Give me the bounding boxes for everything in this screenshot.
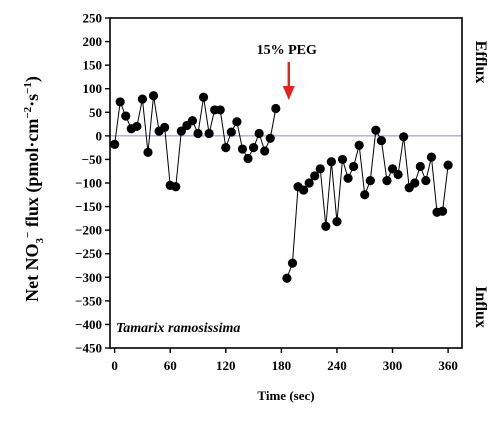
data-point: [282, 273, 292, 283]
x-tick-label: 120: [216, 358, 236, 373]
influx-label: Influx: [472, 286, 489, 328]
y-tick-label: 100: [83, 81, 103, 96]
data-point: [187, 116, 198, 126]
y-tick-label: −250: [75, 246, 102, 261]
data-point: [321, 221, 331, 231]
y-title-superscript: −: [22, 232, 34, 238]
data-point: [221, 143, 231, 153]
y-ticks: 250 200 150 100 50 0 −50 −100 −150 −200 −250 −300 −3…: [75, 11, 110, 356]
data-point: [171, 182, 181, 192]
y-title-subscript: 3: [34, 237, 46, 243]
data-point: [110, 139, 120, 149]
y-tick-label: 250: [83, 11, 103, 26]
y-tick-label: −400: [75, 317, 102, 332]
y-tick-label: −200: [75, 223, 102, 238]
y-axis-title: Net NO3− flux (pmol·cm−2·s−1): [22, 76, 46, 302]
y-title-superscript: −2: [22, 106, 34, 118]
species-label: Tamarix ramosissima: [116, 321, 240, 336]
x-ticks: 0 60 120 180 240 300 360: [111, 348, 458, 373]
x-tick-label: 300: [383, 358, 403, 373]
data-point: [176, 126, 186, 136]
data-point: [365, 176, 375, 186]
x-tick-label: 360: [438, 358, 458, 373]
series-layer: [110, 91, 453, 283]
x-tick-label: 60: [164, 358, 177, 373]
plot-frame: [109, 17, 463, 349]
data-point: [160, 122, 170, 132]
data-point: [287, 258, 298, 268]
data-point: [354, 140, 364, 150]
data-point: [265, 133, 275, 143]
y-title-part: ): [22, 76, 43, 82]
data-point: [254, 128, 264, 139]
data-point: [304, 178, 314, 188]
data-point: [271, 103, 281, 114]
data-point: [382, 176, 392, 186]
data-point: [299, 185, 309, 195]
peg-arrow-head: [282, 86, 295, 100]
data-point: [226, 127, 236, 137]
data-point: [421, 176, 431, 186]
y-tick-label: −300: [75, 270, 102, 285]
data-point: [132, 121, 142, 132]
data-point: [443, 160, 453, 170]
data-point: [410, 178, 420, 188]
series-line-2: [286, 128, 449, 279]
data-point: [399, 132, 409, 142]
data-point: [248, 143, 259, 153]
data-point: [326, 157, 336, 167]
y-title-part: Net NO: [22, 243, 42, 301]
data-point: [198, 92, 209, 102]
data-point: [371, 125, 381, 135]
data-point: [337, 154, 348, 165]
data-point: [121, 111, 131, 121]
series-line-1: [114, 95, 277, 188]
y-tick-label: 150: [83, 58, 103, 73]
x-tick-label: 240: [327, 358, 347, 373]
data-point: [243, 153, 253, 164]
y-title-part: ·s: [22, 94, 42, 107]
data-point: [343, 173, 353, 183]
data-point: [204, 128, 214, 139]
y-tick-label: −450: [75, 341, 102, 356]
y-tick-label: −100: [75, 176, 102, 191]
data-point: [237, 144, 248, 154]
data-point: [415, 161, 425, 172]
data-point: [360, 190, 370, 200]
y-tick-label: −50: [82, 152, 102, 167]
data-point: [137, 94, 148, 104]
data-point: [143, 147, 153, 157]
data-point: [310, 171, 320, 181]
data-point: [376, 135, 387, 146]
x-tick-label: 180: [272, 358, 292, 373]
data-point: [387, 164, 398, 174]
peg-annotation-label: 15% PEG: [257, 43, 317, 58]
data-point: [349, 161, 359, 172]
y-tick-label: −150: [75, 199, 102, 214]
y-title-superscript: −1: [22, 82, 34, 94]
data-point: [260, 146, 270, 156]
data-point: [426, 152, 437, 162]
data-point: [115, 97, 125, 107]
y-title-part: flux (pmol·cm: [22, 119, 43, 232]
efflux-label: Efflux: [472, 41, 489, 84]
data-point: [215, 105, 225, 115]
data-point: [193, 128, 203, 139]
data-point: [232, 117, 242, 127]
y-tick-label: −350: [75, 293, 102, 308]
y-tick-label: 200: [83, 34, 103, 49]
data-point: [437, 206, 448, 216]
x-axis-title: Time (sec): [257, 388, 314, 403]
y-tick-label: 50: [89, 105, 102, 120]
y-tick-label: 0: [96, 128, 103, 143]
data-point: [315, 164, 325, 174]
x-tick-label: 0: [111, 358, 118, 373]
data-point: [332, 217, 342, 227]
data-point: [393, 169, 403, 180]
data-point: [148, 91, 159, 101]
